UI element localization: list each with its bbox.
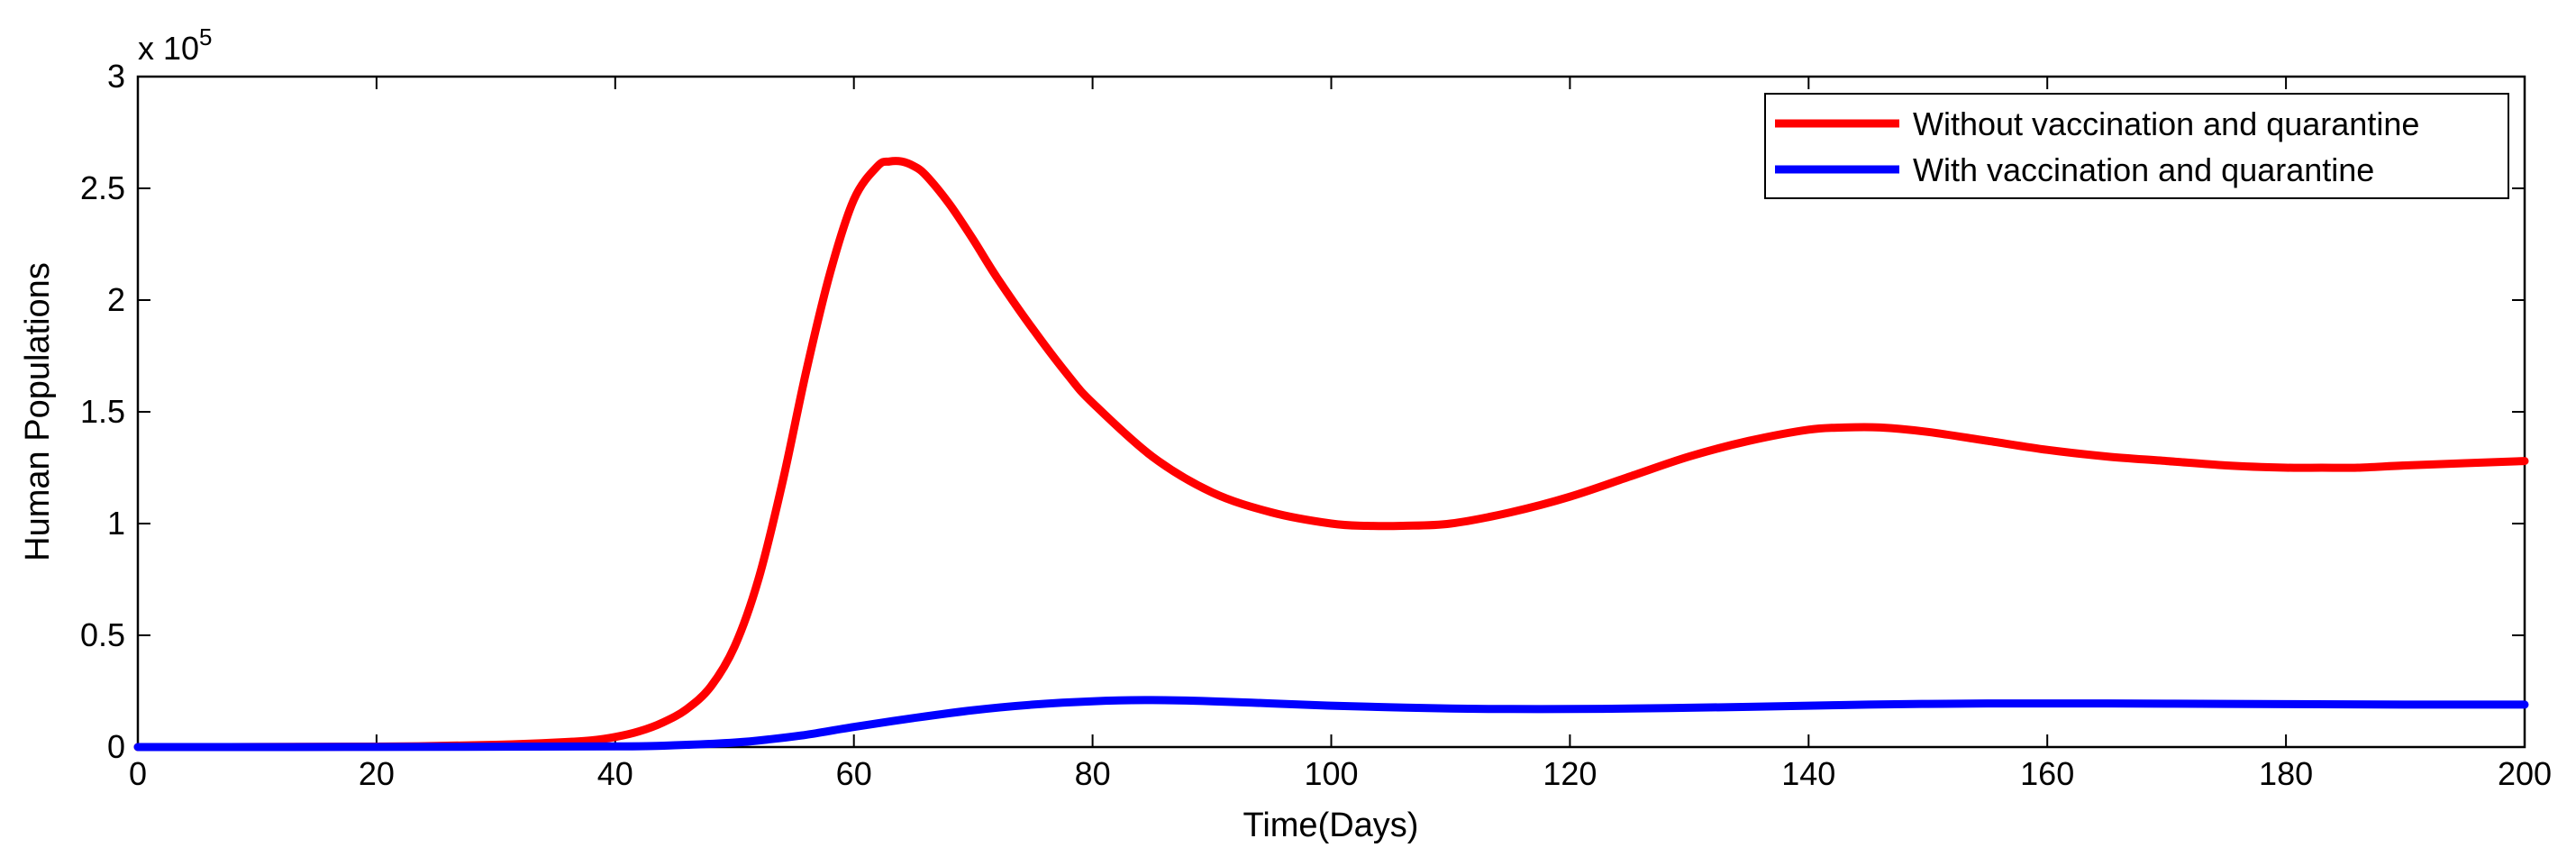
x-tick-label: 120 xyxy=(1543,755,1597,792)
x-tick-label: 60 xyxy=(836,755,872,792)
x-tick-label: 40 xyxy=(597,755,633,792)
y-tick-label: 2 xyxy=(107,281,125,318)
y-tick-label: 1.5 xyxy=(80,393,125,430)
legend: Without vaccination and quarantine With … xyxy=(1764,93,2509,199)
series-layer xyxy=(133,157,2529,752)
x-axis-ticks: 0 20 40 60 80 100 120 140 160 180 200 xyxy=(129,77,2552,792)
series-line-without-vaccination xyxy=(133,157,2529,752)
x-tick-label: 80 xyxy=(1075,755,1111,792)
y-axis-title: Human Populations xyxy=(19,262,57,561)
x-tick-label: 140 xyxy=(1781,755,1835,792)
legend-box xyxy=(1764,93,2509,199)
x-tick-label: 100 xyxy=(1304,755,1358,792)
y-tick-label: 2.5 xyxy=(80,169,125,206)
x-tick-label: 200 xyxy=(2498,755,2552,792)
x-tick-label: 160 xyxy=(2020,755,2074,792)
y-axis-multiplier-exponent: 5 xyxy=(199,23,212,50)
y-tick-label: 1 xyxy=(107,505,125,542)
y-tick-label: 3 xyxy=(107,58,125,95)
x-tick-label: 20 xyxy=(359,755,395,792)
y-tick-label: 0 xyxy=(107,728,125,765)
legend-label-with-vaccination: With vaccination and quarantine xyxy=(1913,151,2374,188)
legend-label-without-vaccination: Without vaccination and quarantine xyxy=(1913,105,2419,142)
series-line-with-vaccination xyxy=(133,696,2529,752)
x-tick-label: 180 xyxy=(2259,755,2313,792)
x-axis-title: Time(Days) xyxy=(1243,807,1419,844)
y-axis-multiplier-base: x 10 xyxy=(138,30,199,67)
y-axis-multiplier: x 105 xyxy=(138,23,213,67)
y-tick-label: 0.5 xyxy=(80,616,125,653)
y-axis-ticks: 0 0.5 1 1.5 2 2.5 3 xyxy=(80,58,2525,765)
x-tick-label: 0 xyxy=(129,755,147,792)
